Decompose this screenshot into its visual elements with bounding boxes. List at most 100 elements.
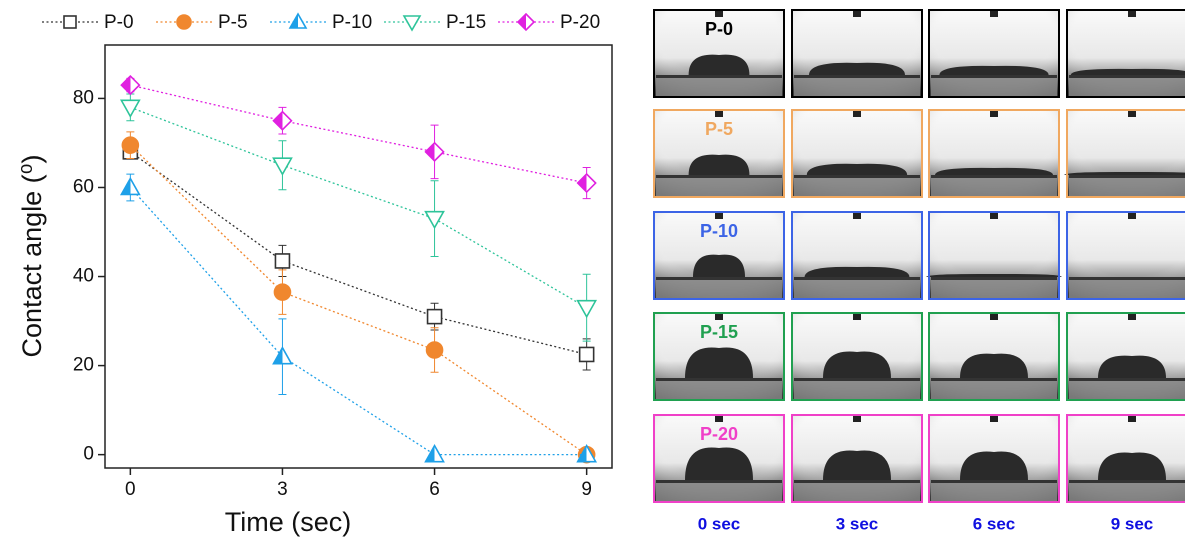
marker (578, 301, 596, 317)
marker (273, 158, 291, 174)
x-tick-label: 0 (125, 479, 136, 500)
droplet (693, 255, 745, 277)
droplet (809, 63, 905, 75)
substrate (1069, 277, 1185, 280)
droplet (1098, 453, 1166, 480)
needle (990, 11, 998, 17)
substrate-shadow (656, 381, 782, 400)
droplet-image (929, 415, 1059, 502)
y-tick-label: 40 (73, 266, 94, 287)
substrate-shadow (931, 483, 1057, 502)
droplet-image (929, 10, 1059, 97)
substrate-shadow (656, 280, 782, 299)
substrate-shadow (1069, 178, 1185, 197)
substrate (931, 175, 1057, 178)
droplet (689, 55, 750, 75)
droplet (960, 354, 1028, 378)
droplet (685, 347, 753, 378)
y-tick-label: 60 (73, 176, 94, 197)
marker (121, 76, 139, 94)
marker (518, 14, 534, 30)
substrate (656, 277, 782, 280)
needle (1128, 213, 1136, 219)
marker (404, 16, 420, 30)
marker (578, 174, 596, 192)
droplet-image (1067, 415, 1185, 502)
row-label: P-20 (700, 424, 738, 444)
row-label: P-10 (700, 221, 738, 241)
marker (427, 342, 443, 358)
substrate-shadow (794, 381, 920, 400)
marker (426, 143, 444, 161)
legend-label: P-5 (218, 12, 248, 33)
droplet (689, 155, 750, 175)
marker (64, 16, 76, 28)
marker (428, 310, 442, 324)
row-label: P-15 (700, 322, 738, 342)
substrate (794, 75, 920, 78)
droplet-image (792, 110, 922, 197)
substrate (656, 480, 782, 483)
substrate-shadow (794, 280, 920, 299)
marker (580, 347, 594, 361)
marker (426, 446, 444, 462)
needle (853, 111, 861, 117)
droplet (823, 450, 891, 480)
marker (273, 112, 291, 130)
substrate-shadow (931, 381, 1057, 400)
needle (853, 314, 861, 320)
substrate-shadow (794, 178, 920, 197)
substrate (794, 480, 920, 483)
series-line (130, 152, 586, 355)
marker (426, 212, 444, 228)
y-tick-label: 20 (73, 355, 94, 376)
x-tick-label: 3 (277, 479, 288, 500)
needle (715, 213, 723, 219)
needle (715, 416, 723, 422)
droplet (685, 447, 753, 480)
column-label: 6 sec (973, 514, 1016, 533)
substrate (1069, 75, 1185, 78)
marker (121, 178, 139, 194)
needle (990, 314, 998, 320)
substrate (931, 75, 1057, 78)
y-axis-label: Contact angle (⁰) (17, 155, 47, 358)
droplet-image (792, 313, 922, 400)
needle (990, 111, 998, 117)
substrate (1069, 480, 1185, 483)
plot-frame (105, 45, 612, 468)
x-axis-label: Time (sec) (225, 507, 352, 537)
substrate-shadow (1069, 280, 1185, 299)
substrate (931, 277, 1057, 280)
needle (853, 213, 861, 219)
marker (275, 254, 289, 268)
x-tick-label: 6 (429, 479, 440, 500)
substrate (794, 175, 920, 178)
marker (177, 15, 191, 29)
droplet (939, 66, 1048, 75)
substrate (1069, 175, 1185, 178)
substrate-shadow (794, 78, 920, 97)
marker (121, 100, 139, 116)
substrate (656, 378, 782, 381)
needle (990, 213, 998, 219)
needle (853, 416, 861, 422)
needle (1128, 416, 1136, 422)
substrate-shadow (656, 78, 782, 97)
legend-label: P-10 (332, 12, 372, 33)
substrate (931, 480, 1057, 483)
droplet-image (926, 212, 1062, 299)
droplet-image (929, 313, 1059, 400)
droplet-image (792, 212, 922, 299)
row-label: P-5 (705, 119, 733, 139)
substrate-shadow (931, 78, 1057, 97)
substrate (794, 277, 920, 280)
column-label: 3 sec (836, 514, 879, 533)
column-label: 9 sec (1111, 514, 1154, 533)
droplet (926, 274, 1062, 277)
series-line (130, 107, 586, 307)
y-tick-label: 80 (73, 87, 94, 108)
droplet-image (929, 110, 1059, 197)
marker (273, 348, 291, 364)
substrate-shadow (1069, 78, 1185, 97)
